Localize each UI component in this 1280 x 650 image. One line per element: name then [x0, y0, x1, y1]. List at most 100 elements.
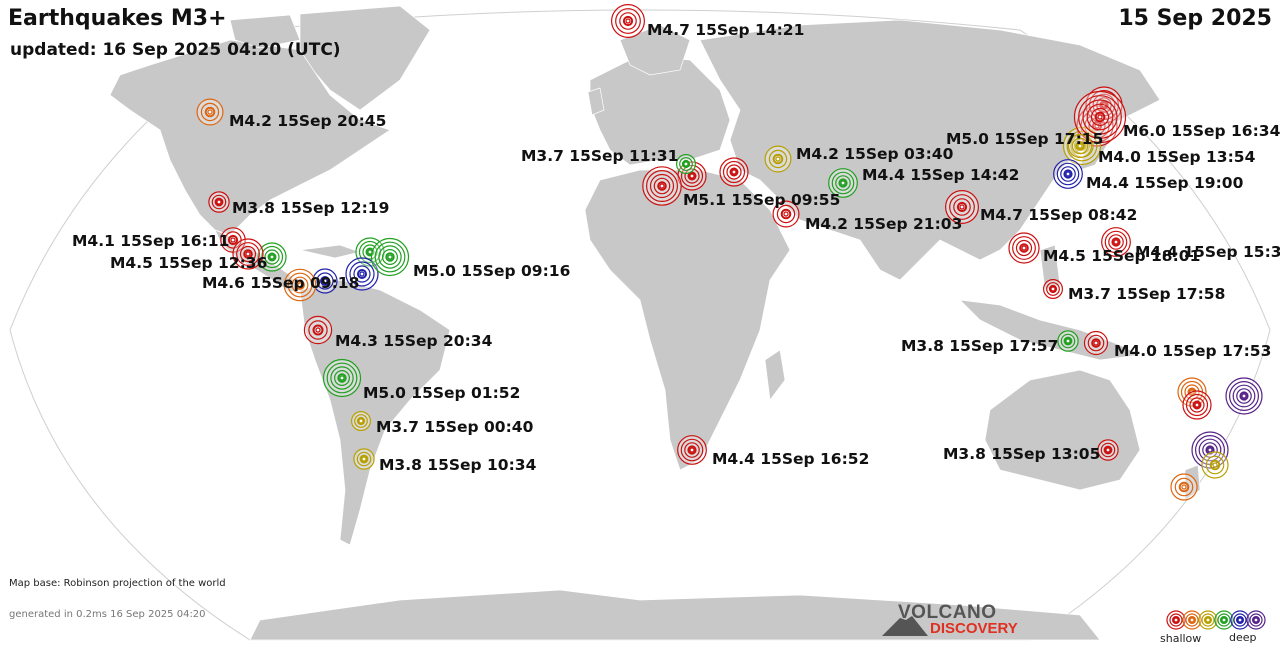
quake-marker[interactable] — [1201, 451, 1229, 479]
legend-ring[interactable] — [1230, 610, 1250, 630]
quake-marker[interactable] — [772, 200, 800, 228]
quake-marker[interactable] — [1073, 90, 1127, 144]
quake-label[interactable]: M3.8 15Sep 17:57 — [901, 337, 1058, 355]
quake-label[interactable]: M4.4 15Sep 16:52 — [712, 450, 869, 468]
legend-ring[interactable] — [1246, 610, 1266, 630]
quake-ring — [267, 252, 277, 262]
quake-ring — [224, 231, 242, 249]
quake-ring — [645, 170, 678, 203]
quake-ring — [1104, 230, 1128, 254]
quake-marker[interactable] — [353, 448, 375, 470]
quake-label[interactable]: M4.4 15Sep 15:32 — [1135, 243, 1280, 261]
quake-label[interactable]: M5.0 15Sep 09:16 — [413, 262, 570, 280]
quake-ring — [772, 153, 784, 165]
quake-label[interactable]: M3.8 15Sep 10:34 — [379, 456, 537, 474]
quake-marker[interactable] — [642, 166, 682, 206]
quake-marker[interactable] — [1225, 377, 1263, 415]
quake-marker[interactable] — [1170, 473, 1198, 501]
quake-marker[interactable] — [675, 154, 696, 175]
quake-marker[interactable] — [232, 238, 264, 270]
quake-marker[interactable] — [303, 315, 333, 345]
quake-label[interactable]: M5.0 15Sep 01:52 — [363, 384, 520, 402]
quake-marker[interactable] — [944, 190, 979, 225]
quake-marker[interactable] — [322, 358, 362, 398]
quake-marker[interactable] — [1057, 330, 1079, 352]
quake-label[interactable]: M3.8 15Sep 12:19 — [232, 199, 389, 217]
quake-marker[interactable] — [1042, 279, 1063, 300]
quake-marker[interactable] — [1097, 439, 1119, 461]
legend-ring[interactable] — [1182, 610, 1202, 630]
quake-marker[interactable] — [345, 257, 379, 291]
quake-ring — [320, 276, 330, 286]
quake-label[interactable]: M4.7 15Sep 14:21 — [647, 21, 804, 39]
quake-ring — [1232, 384, 1256, 408]
quake-ring — [1172, 616, 1180, 624]
quake-marker[interactable] — [677, 435, 707, 465]
quake-label[interactable]: M4.3 15Sep 20:34 — [335, 332, 493, 350]
quake-label[interactable]: M3.7 15Sep 11:31 — [521, 147, 678, 165]
quake-epicenter — [1205, 617, 1211, 623]
quake-ring — [1209, 459, 1221, 471]
quake-label[interactable]: M4.7 15Sep 08:42 — [980, 206, 1137, 224]
quake-label[interactable]: M5.1 15Sep 09:55 — [683, 191, 840, 209]
quake-label[interactable]: M4.0 15Sep 17:53 — [1114, 342, 1271, 360]
quake-epicenter — [361, 456, 367, 462]
quake-label[interactable]: M4.1 15Sep 16:11 — [72, 232, 229, 250]
quake-label[interactable]: M4.4 15Sep 14:42 — [862, 166, 1019, 184]
quake-epicenter — [731, 169, 737, 175]
quake-ring — [1192, 400, 1202, 410]
quake-marker[interactable] — [370, 237, 410, 277]
quake-label[interactable]: M3.7 15Sep 00:40 — [376, 418, 534, 436]
quake-marker[interactable] — [1008, 232, 1040, 264]
quake-label[interactable]: M3.8 15Sep 13:05 — [943, 445, 1100, 463]
quake-marker[interactable] — [1191, 431, 1229, 469]
quake-label[interactable]: M4.5 15Sep 12:36 — [110, 254, 267, 272]
quake-marker[interactable] — [1053, 159, 1083, 189]
quake-marker[interactable] — [220, 227, 246, 253]
quake-ring — [679, 157, 693, 171]
legend-ring[interactable] — [1198, 610, 1218, 630]
quake-marker[interactable] — [351, 411, 372, 432]
land-madagascar — [764, 349, 786, 401]
quake-marker[interactable] — [1101, 227, 1131, 257]
quake-epicenter — [1065, 171, 1071, 177]
quake-label[interactable]: M6.0 15Sep 16:34 — [1123, 122, 1280, 140]
legend-ring[interactable] — [1166, 610, 1186, 630]
quake-marker[interactable] — [208, 191, 230, 213]
quake-marker[interactable] — [764, 145, 792, 173]
quake-marker[interactable] — [1083, 330, 1109, 356]
quake-ring — [776, 204, 796, 224]
quake-label[interactable]: M3.7 15Sep 17:58 — [1068, 285, 1225, 303]
volcano-discovery-logo[interactable]: VOLCANO DISCOVERY — [880, 602, 1040, 640]
quake-label[interactable]: M4.5 15Sep 18:01 — [1043, 247, 1200, 265]
quake-marker[interactable] — [828, 168, 858, 198]
quake-marker[interactable] — [257, 242, 287, 272]
quake-marker[interactable] — [312, 268, 338, 294]
quake-marker[interactable] — [1067, 133, 1093, 159]
quake-marker[interactable] — [283, 268, 317, 302]
quake-label[interactable]: M4.2 15Sep 20:45 — [229, 112, 386, 130]
quake-ring — [382, 249, 399, 266]
quake-ring — [1184, 384, 1200, 400]
quake-ring — [831, 171, 855, 195]
quake-marker[interactable] — [610, 4, 645, 38]
quake-marker[interactable] — [196, 98, 224, 126]
quake-ring — [681, 159, 691, 169]
quake-epicenter — [1221, 617, 1227, 623]
quake-label[interactable]: M4.0 15Sep 13:54 — [1098, 148, 1256, 166]
quake-ring — [365, 247, 375, 257]
quake-ring — [1048, 284, 1058, 294]
volcano-icon — [882, 616, 928, 636]
quake-label[interactable]: M5.0 15Sep 17:15 — [946, 130, 1103, 148]
quake-markers: M4.7 15Sep 14:21 M4.2 15Sep 20:45 M3.8 15S… — [72, 4, 1280, 501]
quake-label[interactable]: M4.2 15Sep 03:40 — [796, 145, 954, 163]
quake-label[interactable]: M4.4 15Sep 19:00 — [1086, 174, 1244, 192]
quake-marker[interactable] — [1182, 390, 1212, 420]
quake-ring — [1236, 616, 1244, 624]
legend-ring[interactable] — [1214, 610, 1234, 630]
quake-epicenter — [1253, 617, 1259, 623]
quake-label[interactable]: M4.2 15Sep 21:03 — [805, 215, 962, 233]
quake-ring — [1091, 338, 1101, 348]
quake-marker[interactable] — [719, 157, 749, 187]
quake-label[interactable]: M4.6 15Sep 09:18 — [202, 274, 359, 292]
